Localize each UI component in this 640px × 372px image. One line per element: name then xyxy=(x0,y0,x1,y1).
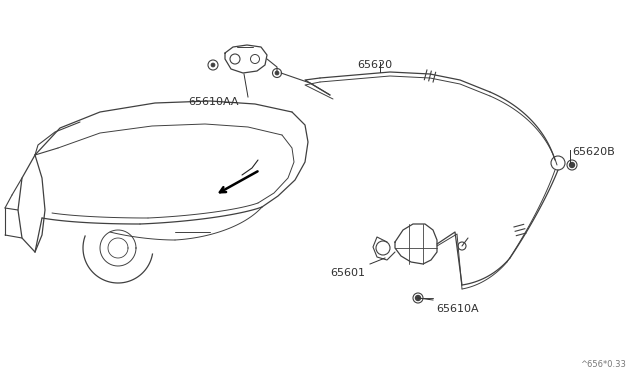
Text: 65620B: 65620B xyxy=(572,147,615,157)
Circle shape xyxy=(415,295,420,301)
Text: 65601: 65601 xyxy=(330,268,365,278)
Text: ^656*0.33: ^656*0.33 xyxy=(580,360,626,369)
Text: 65620: 65620 xyxy=(357,60,392,70)
Circle shape xyxy=(211,63,215,67)
Circle shape xyxy=(570,163,575,167)
Circle shape xyxy=(275,71,279,75)
Text: 65610AA: 65610AA xyxy=(188,97,239,107)
Text: 65610A: 65610A xyxy=(436,304,479,314)
